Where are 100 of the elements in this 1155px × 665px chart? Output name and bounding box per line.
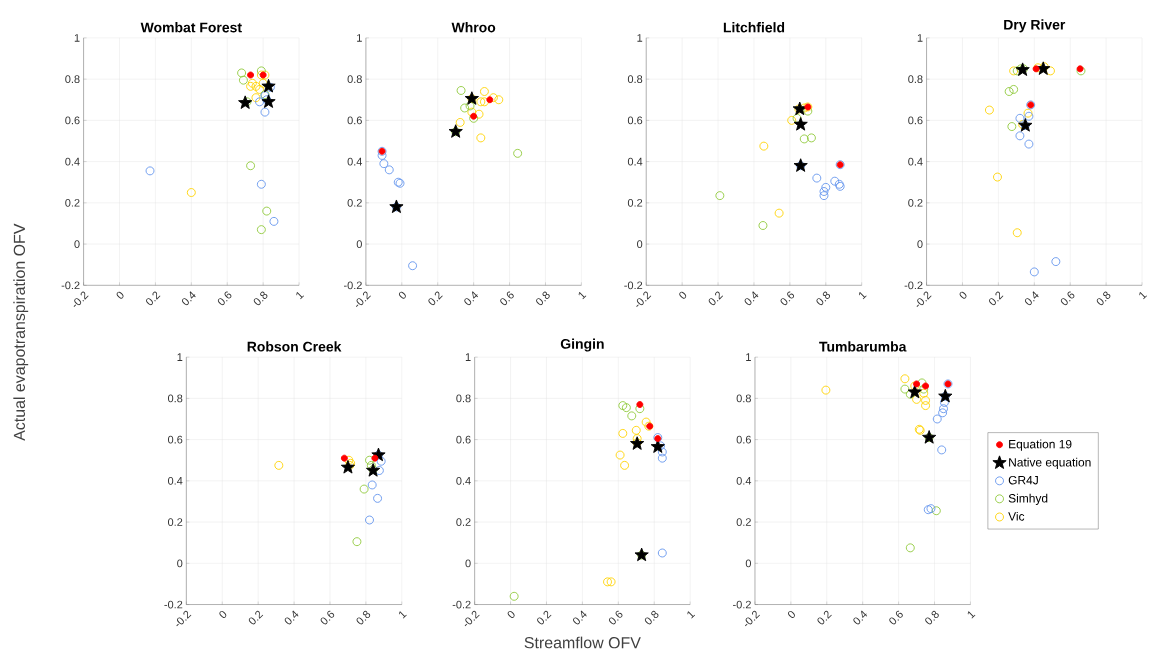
y-tick-label: 1 [74, 33, 80, 42]
x-tick-label: 0 [787, 610, 795, 618]
point [620, 460, 630, 470]
point [352, 537, 362, 546]
y-tick-label: 0.2 [627, 198, 643, 207]
point [256, 66, 266, 76]
x-tick-label: 0 [219, 610, 227, 618]
chart-title: Dry River [1004, 19, 1066, 33]
point [374, 465, 384, 475]
y-tick-label: 0 [465, 559, 471, 567]
point [238, 75, 248, 85]
point [260, 107, 270, 117]
x-tick-label: 0.6 [780, 291, 795, 305]
y-tick-label: -0.2 [624, 281, 643, 290]
y-tick-label: 0.8 [167, 394, 183, 403]
y-tick-label: 0.8 [347, 75, 362, 83]
y-tick-label: -0.2 [164, 600, 183, 609]
x-tick-label: 0.6 [320, 610, 335, 625]
y-tick-label: 0 [745, 559, 752, 567]
point [931, 506, 941, 515]
point [907, 384, 922, 399]
y-tick-label: 0 [917, 240, 923, 248]
point [1024, 139, 1034, 149]
point [932, 414, 942, 424]
chart-title: Tumbarumba [819, 341, 907, 352]
x-tick-label: 0.2 [708, 291, 724, 305]
point [938, 408, 948, 418]
y-tick-label: 0.6 [347, 116, 362, 125]
point [615, 450, 625, 460]
x-tick-label: 1 [399, 611, 407, 619]
point [261, 78, 276, 93]
point [641, 417, 651, 427]
point [1029, 267, 1039, 277]
x-tick-label: 0 [959, 291, 967, 299]
x-tick-label: 0.6 [500, 291, 514, 305]
y-tick-label: -0.2 [904, 281, 923, 290]
point [1004, 86, 1014, 96]
point [255, 97, 264, 107]
point [486, 96, 494, 104]
y-tick-label: 1 [637, 33, 643, 42]
y-tick-label: 0.2 [908, 198, 923, 207]
point [984, 105, 994, 115]
x-tick-label: 0.6 [889, 610, 903, 625]
y-tick-label: 1 [465, 353, 471, 361]
x-tick-label: 0.6 [217, 291, 232, 305]
point [258, 78, 268, 88]
point [460, 103, 470, 113]
x-tick-label: 0 [679, 291, 687, 299]
x-tick-label: 0.4 [573, 610, 587, 625]
y-tick-label: 0.6 [908, 116, 923, 125]
chart-title: Whroo [451, 21, 496, 33]
point [1009, 84, 1019, 94]
point [819, 191, 829, 200]
point [603, 577, 612, 587]
point [657, 447, 667, 457]
point [262, 206, 272, 216]
point [340, 454, 348, 462]
point [618, 428, 628, 438]
legend-label: Equation 19 [1009, 439, 1072, 451]
chart-title: Wombat Forest [140, 21, 242, 33]
point [408, 261, 418, 270]
point [635, 404, 645, 413]
y-tick-label: 0.8 [908, 75, 923, 83]
y-tick-label: 0.8 [627, 75, 643, 83]
point [631, 425, 641, 435]
point [476, 133, 486, 143]
point [237, 68, 247, 78]
point [365, 455, 374, 465]
point [474, 109, 484, 119]
point [905, 389, 915, 399]
x-tick-label: 1 [687, 611, 696, 619]
point [1046, 66, 1055, 76]
point [455, 117, 465, 127]
point [636, 400, 644, 408]
y-tick-label: 0.2 [167, 518, 183, 526]
y-tick-label: 0.2 [65, 198, 80, 207]
y-tick-label: 0.2 [347, 198, 362, 207]
y-tick-label: -0.2 [343, 281, 362, 290]
point [812, 173, 822, 183]
point [919, 384, 929, 394]
point [246, 161, 256, 170]
point [256, 225, 266, 234]
y-tick-label: 1 [357, 33, 362, 42]
x-tick-label: 0.4 [284, 610, 299, 625]
point [465, 101, 475, 111]
point [261, 94, 276, 108]
x-tick-label: 0.4 [1024, 291, 1039, 305]
point [926, 504, 936, 513]
point [359, 484, 369, 494]
point [340, 459, 356, 474]
y-tick-label: 0.6 [167, 435, 183, 444]
y-tick-label: 0.4 [627, 157, 643, 166]
point [509, 591, 519, 601]
point [373, 493, 383, 503]
point [657, 548, 667, 558]
point [247, 71, 255, 79]
x-tick-label: 0.4 [853, 610, 868, 625]
x-tick-label: 1 [1139, 291, 1147, 300]
point [251, 81, 261, 91]
point [365, 515, 374, 525]
